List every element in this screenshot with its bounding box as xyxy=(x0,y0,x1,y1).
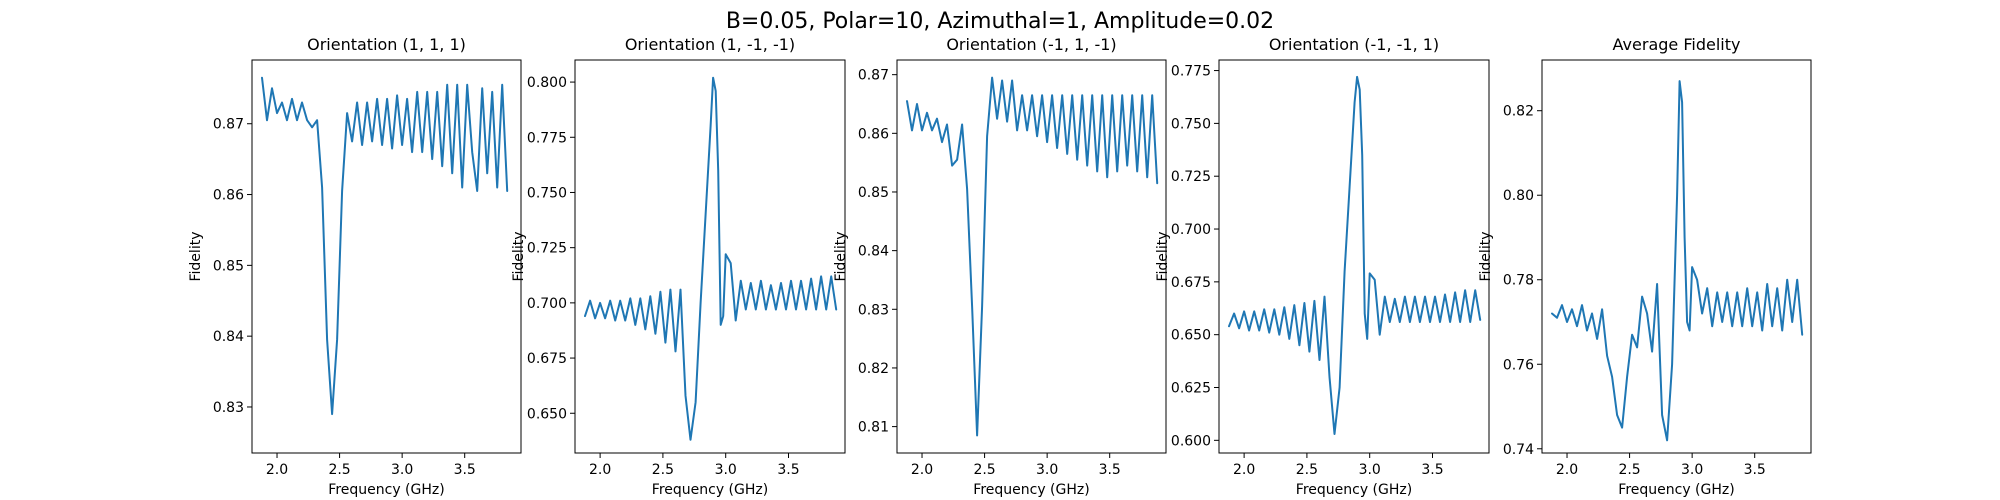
y-tick-label: 0.85 xyxy=(858,185,889,201)
y-tick-label: 0.750 xyxy=(527,185,567,201)
x-tick-label: 3.0 xyxy=(391,462,413,478)
y-tick-label: 0.800 xyxy=(527,75,567,91)
panel-title: Average Fidelity xyxy=(1613,35,1741,54)
axes-frame xyxy=(251,59,522,454)
x-tick-label: 2.0 xyxy=(1556,462,1578,478)
series-line xyxy=(906,76,1159,437)
y-tick-label: 0.74 xyxy=(1503,442,1534,458)
x-axis-label: Frequency (GHz) xyxy=(1296,482,1412,498)
y-tick-label: 0.87 xyxy=(858,68,889,84)
chart-panel-5: Average Fidelity 2.0 2.5 3.0 3.5 0.74 0.76 0.78… xyxy=(1478,35,1812,498)
y-tick-label: 0.650 xyxy=(1171,328,1211,344)
panel-title: Orientation (1, 1, 1) xyxy=(307,35,466,54)
y-tick-label: 0.675 xyxy=(1171,275,1211,291)
y-axis-label: Fidelity xyxy=(1155,232,1171,282)
y-tick-label: 0.82 xyxy=(858,361,889,377)
panel-title: Orientation (-1, -1, 1) xyxy=(1269,35,1439,54)
x-axis-label: Frequency (GHz) xyxy=(973,482,1089,498)
y-tick-label: 0.725 xyxy=(1171,169,1211,185)
x-tick-label: 3.5 xyxy=(454,462,476,478)
chart-panel-1: Orientation (1, 1, 1) 2.0 2.5 3.0 3.5 0.83 0.8… xyxy=(188,35,522,498)
chart-panel-3: Orientation (-1, 1, -1) 2.0 2.5 3.0 3.5 0.81 0… xyxy=(833,35,1167,498)
y-tick-label: 0.625 xyxy=(1171,381,1211,397)
x-tick-label: 2.5 xyxy=(1618,462,1640,478)
x-tick-label: 2.0 xyxy=(911,462,933,478)
y-tick-label: 0.81 xyxy=(858,420,889,436)
panel-title: Orientation (-1, 1, -1) xyxy=(946,35,1116,54)
y-tick-label: 0.87 xyxy=(213,117,244,133)
panel-title: Orientation (1, -1, -1) xyxy=(625,35,795,54)
y-tick-label: 0.84 xyxy=(858,244,889,260)
x-tick-label: 3.0 xyxy=(1036,462,1058,478)
figure-title: B=0.05, Polar=10, Azimuthal=1, Amplitude… xyxy=(726,9,1274,34)
x-tick-label: 2.5 xyxy=(973,462,995,478)
chart-panel-4: Orientation (-1, -1, 1) 2.0 2.5 3.0 3.5 0.600… xyxy=(1155,35,1490,498)
y-tick-label: 0.725 xyxy=(527,241,567,257)
x-tick-label: 2.5 xyxy=(652,462,674,478)
x-tick-label: 2.5 xyxy=(328,462,350,478)
y-tick-label: 0.85 xyxy=(213,258,244,274)
x-tick-label: 2.0 xyxy=(589,462,611,478)
chart-panel-2: Orientation (1, -1, -1) 2.0 2.5 3.0 3.5 0.650… xyxy=(511,35,846,498)
y-axis-label: Fidelity xyxy=(833,232,849,282)
x-tick-label: 2.0 xyxy=(1233,462,1255,478)
series-line xyxy=(1551,80,1804,442)
x-tick-label: 3.5 xyxy=(777,462,799,478)
axes-frame xyxy=(1541,59,1812,454)
y-tick-label: 0.86 xyxy=(213,188,244,204)
x-axis-label: Frequency (GHz) xyxy=(328,482,444,498)
x-tick-label: 3.5 xyxy=(1421,462,1443,478)
y-axis-label: Fidelity xyxy=(511,232,527,282)
y-tick-label: 0.84 xyxy=(213,329,244,345)
y-tick-label: 0.650 xyxy=(527,406,567,422)
axes-frame xyxy=(896,59,1167,454)
axes-frame xyxy=(1218,59,1490,454)
y-tick-label: 0.750 xyxy=(1171,116,1211,132)
y-tick-label: 0.80 xyxy=(1503,188,1534,204)
y-axis-label: Fidelity xyxy=(1478,232,1494,282)
series-line xyxy=(261,76,509,416)
x-tick-label: 3.0 xyxy=(1359,462,1381,478)
x-axis-label: Frequency (GHz) xyxy=(652,482,768,498)
series-line xyxy=(1228,75,1482,435)
y-tick-label: 0.82 xyxy=(1503,104,1534,120)
x-tick-label: 3.0 xyxy=(715,462,737,478)
y-tick-label: 0.83 xyxy=(858,302,889,318)
y-tick-label: 0.675 xyxy=(527,351,567,367)
x-tick-label: 2.5 xyxy=(1296,462,1318,478)
y-axis-label: Fidelity xyxy=(188,232,204,282)
y-tick-label: 0.700 xyxy=(1171,222,1211,238)
x-tick-label: 2.0 xyxy=(266,462,288,478)
axes-frame xyxy=(574,59,846,454)
y-tick-label: 0.600 xyxy=(1171,433,1211,449)
y-tick-label: 0.86 xyxy=(858,126,889,142)
y-tick-label: 0.78 xyxy=(1503,273,1534,289)
y-tick-label: 0.83 xyxy=(213,400,244,416)
x-tick-label: 3.5 xyxy=(1744,462,1766,478)
x-tick-label: 3.0 xyxy=(1681,462,1703,478)
y-tick-label: 0.700 xyxy=(527,296,567,312)
series-line xyxy=(584,76,838,441)
x-axis-label: Frequency (GHz) xyxy=(1618,482,1734,498)
y-tick-label: 0.775 xyxy=(1171,64,1211,80)
x-tick-label: 3.5 xyxy=(1099,462,1121,478)
y-tick-label: 0.775 xyxy=(527,130,567,146)
y-tick-label: 0.76 xyxy=(1503,357,1534,373)
